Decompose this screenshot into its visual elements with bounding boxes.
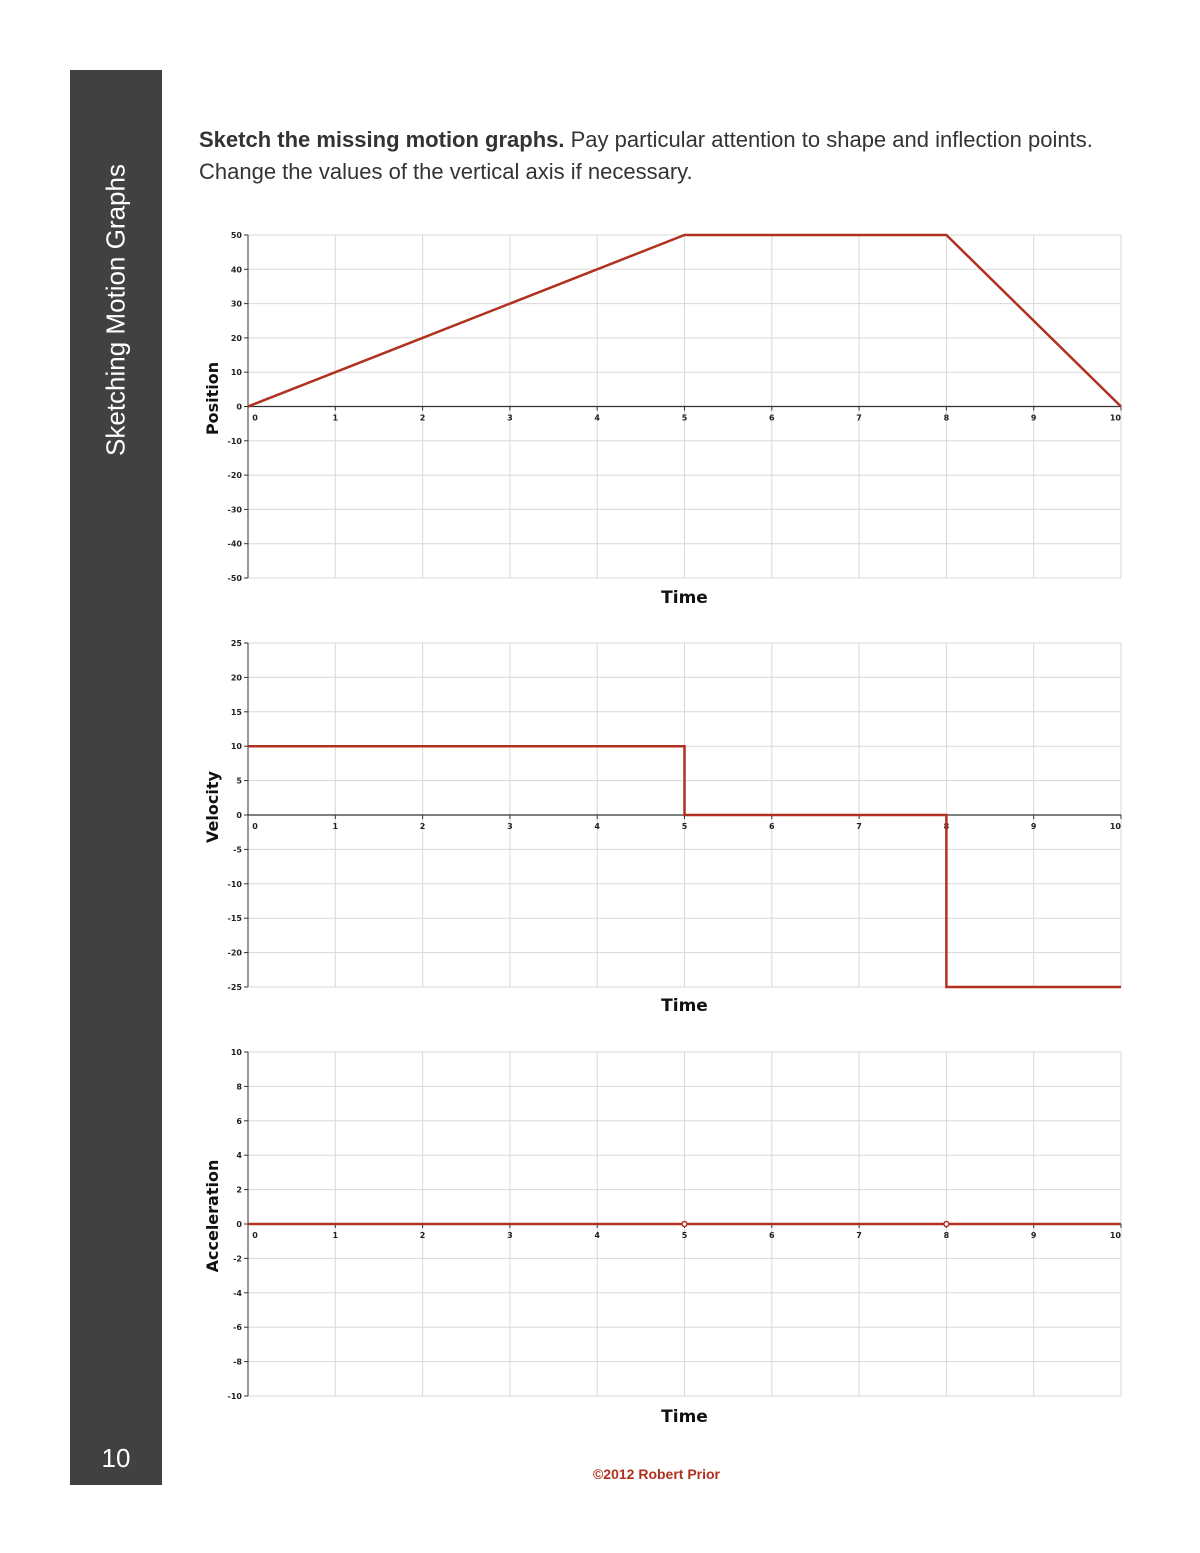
x-tick-label: 3 — [507, 414, 513, 423]
y-tick-label: 15 — [231, 708, 243, 717]
y-tick-label: -20 — [228, 471, 243, 480]
chart-position: 50 40 30 20 10 0 -10 -20 -30 -40 -50 0 1 2 3 4 5 6 7 8 9 10 Ti… — [203, 231, 1122, 608]
x-tick-label: 8 — [944, 1231, 950, 1240]
x-tick-label: 3 — [507, 1231, 513, 1240]
x-tick-label: 4 — [594, 414, 600, 423]
x-tick-label: 10 — [1110, 1231, 1122, 1240]
y-tick-label: 8 — [236, 1082, 242, 1091]
x-tick-label: 9 — [1031, 414, 1037, 423]
y-tick-label: 0 — [236, 1220, 242, 1229]
data-point — [943, 1220, 950, 1228]
x-tick-label: 9 — [1031, 1231, 1037, 1240]
x-tick-label: 0 — [252, 1231, 258, 1240]
y-tick-label: -10 — [228, 1392, 243, 1401]
y-tick-label: -30 — [228, 505, 243, 514]
y-tick-label: 50 — [231, 231, 243, 240]
sidebar — [70, 70, 162, 1485]
x-tick-label: 4 — [594, 822, 600, 831]
y-tick-label: -10 — [228, 437, 243, 446]
y-tick-label: -6 — [233, 1323, 242, 1332]
y-tick-label: 0 — [236, 403, 242, 412]
y-tick-label: 20 — [231, 334, 243, 343]
y-tick-label: 40 — [231, 265, 243, 274]
x-tick-label: 8 — [944, 414, 950, 423]
x-axis-label: Time — [661, 588, 708, 608]
x-tick-label: 1 — [333, 414, 339, 423]
y-tick-label: 6 — [236, 1117, 242, 1126]
x-tick-label: 7 — [856, 414, 862, 423]
page-number: 10 — [101, 1443, 131, 1473]
y-axis-label: Velocity — [203, 770, 222, 842]
x-tick-label: 5 — [682, 414, 688, 423]
x-axis-label: Time — [661, 1407, 708, 1427]
x-tick-label: 1 — [333, 822, 339, 831]
footer-copyright: ©2012 Robert Prior — [592, 1466, 721, 1482]
x-tick-label: 2 — [420, 822, 426, 831]
y-axis-label: Acceleration — [203, 1160, 222, 1273]
x-tick-label: 7 — [856, 1231, 862, 1240]
series-line-position — [247, 233, 1122, 408]
x-tick-label: 6 — [769, 414, 775, 423]
x-tick-label: 6 — [769, 822, 775, 831]
y-tick-label: 10 — [231, 1048, 243, 1057]
instructions: Sketch the missing motion graphs. Pay pa… — [199, 124, 1099, 188]
y-tick-label: 20 — [231, 673, 243, 682]
y-tick-label: 4 — [236, 1151, 242, 1160]
y-tick-label: 5 — [236, 777, 242, 786]
x-tick-label: 2 — [420, 1231, 426, 1240]
series-line-velocity — [248, 744, 1121, 989]
x-tick-label: 5 — [682, 1231, 688, 1240]
chart-acceleration: 10 8 6 4 2 0 -2 -4 -6 -8 -10 0 1 2 3 4 5 6 7 8 9 10 Time Accele… — [203, 1048, 1122, 1427]
x-tick-label: 1 — [333, 1231, 339, 1240]
y-tick-label: -20 — [228, 949, 243, 958]
x-tick-label: 3 — [507, 822, 513, 831]
x-tick-label: 0 — [252, 822, 258, 831]
x-tick-label: 10 — [1110, 414, 1122, 423]
y-tick-label: -2 — [233, 1254, 242, 1263]
x-tick-label: 10 — [1110, 822, 1122, 831]
instructions-text: Pay particular attention to shape and in… — [199, 127, 1093, 184]
instructions-bold: Sketch the missing motion graphs. — [199, 127, 565, 152]
y-tick-label: -15 — [228, 914, 243, 923]
y-tick-label: 10 — [231, 368, 243, 377]
x-tick-label: 9 — [1031, 822, 1037, 831]
y-tick-label: 25 — [231, 639, 243, 648]
x-tick-label: 4 — [594, 1231, 600, 1240]
x-tick-label: 0 — [252, 414, 258, 423]
y-tick-label: 30 — [231, 300, 243, 309]
data-point — [681, 1220, 688, 1228]
y-tick-label: -50 — [228, 574, 243, 583]
x-tick-label: 2 — [420, 414, 426, 423]
y-tick-label: -8 — [233, 1358, 242, 1367]
x-tick-label: 7 — [856, 822, 862, 831]
y-axis-label: Position — [203, 362, 222, 435]
y-tick-label: -25 — [228, 983, 243, 992]
y-tick-label: -10 — [228, 880, 243, 889]
y-tick-label: -5 — [233, 845, 242, 854]
y-tick-label: -4 — [233, 1289, 242, 1298]
y-tick-label: -40 — [228, 540, 243, 549]
y-tick-label: 2 — [236, 1186, 242, 1195]
x-tick-label: 6 — [769, 1231, 775, 1240]
x-tick-label: 5 — [682, 822, 688, 831]
y-tick-label: 0 — [236, 811, 242, 820]
x-axis-label: Time — [661, 996, 708, 1016]
y-tick-label: 10 — [231, 742, 243, 751]
